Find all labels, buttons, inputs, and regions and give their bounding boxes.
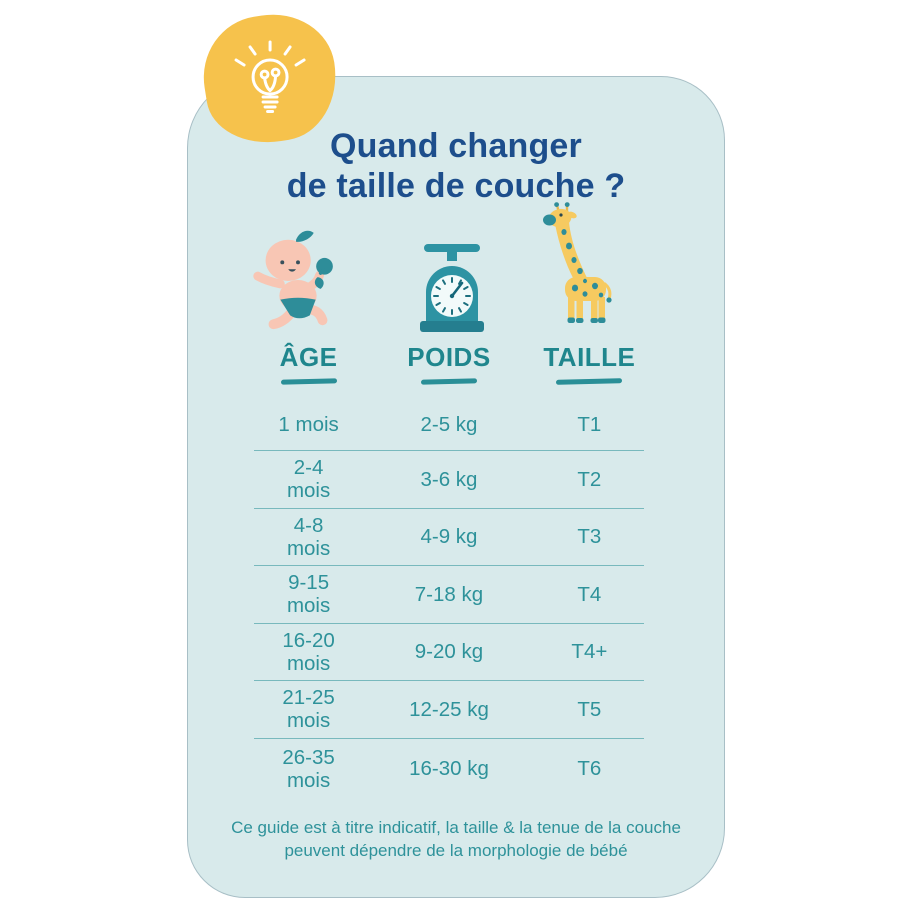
taille-cell: T2 [577,467,602,491]
tip-badge [194,5,346,152]
title-line-2: de taille de couche ? [286,166,626,205]
taille-cell: T5 [577,697,602,721]
age-cell: 21-25 mois [282,686,335,733]
age-cell: 1 mois [278,413,339,436]
age-cell: 9-15 mois [286,571,331,618]
age-cell: 26-35 mois [282,745,335,792]
header-poids-label: POIDS [407,342,491,372]
table-row: 21-25 mois 12-25 kg T5 [254,681,644,739]
taille-cell: T4 [577,582,602,606]
poids-cell: 4-9 kg [420,525,478,549]
taille-cell: T1 [577,413,602,436]
header-taille: TAILLE [535,342,644,385]
taille-cell: T3 [577,525,602,549]
poids-cell: 7-18 kg [414,582,484,606]
header-taille-label: TAILLE [543,342,636,372]
size-table: 1 mois 2-5 kg T1 2-4 mois 3-6 kg T2 4-8 mo… [254,399,644,799]
baby-icon [248,227,348,340]
table-row: 16-20 mois 9-20 kg T4+ [254,624,644,681]
table-row: 4-8 mois 4-9 kg T3 [254,509,644,566]
table-row: 9-15 mois 7-18 kg T4 [254,566,644,624]
poids-cell: 2-5 kg [420,413,478,436]
taille-cell: T6 [577,757,602,780]
lightbulb-icon [234,40,306,113]
table-row: 26-35 mois 16-30 kg T6 [254,739,644,799]
table-row: 1 mois 2-5 kg T1 [254,399,644,451]
title-line-1: Quand changer [330,126,582,165]
header-age: ÂGE [254,342,363,385]
header-age-underline [280,378,337,385]
poids-cell: 16-30 kg [409,757,489,780]
age-cell: 2-4 mois [286,456,331,503]
page-title: Quand changer de taille de couche ? [188,126,724,206]
taille-cell: T4+ [571,640,608,664]
disclaimer-line-2: peuvent dépendre de la morphologie de bé… [284,840,628,860]
guide-card: Quand changer de taille de couche ? [187,76,725,898]
header-taille-underline [556,378,623,385]
poids-cell: 9-20 kg [414,640,484,664]
disclaimer-line-1: Ce guide est à titre indicatif, la taill… [231,818,681,837]
disclaimer: Ce guide est à titre indicatif, la taill… [188,817,724,862]
weighing-scale-icon [412,242,492,339]
header-poids: POIDS [363,342,535,385]
giraffe-icon [539,202,613,333]
poids-cell: 3-6 kg [420,467,478,491]
table-row: 2-4 mois 3-6 kg T2 [254,451,644,509]
table-header-row: ÂGE POIDS TAILLE [254,342,644,385]
header-poids-underline [420,378,478,385]
age-cell: 4-8 mois [286,513,331,560]
age-cell: 16-20 mois [282,628,335,675]
poids-cell: 12-25 kg [409,697,489,721]
header-age-label: ÂGE [279,342,338,372]
